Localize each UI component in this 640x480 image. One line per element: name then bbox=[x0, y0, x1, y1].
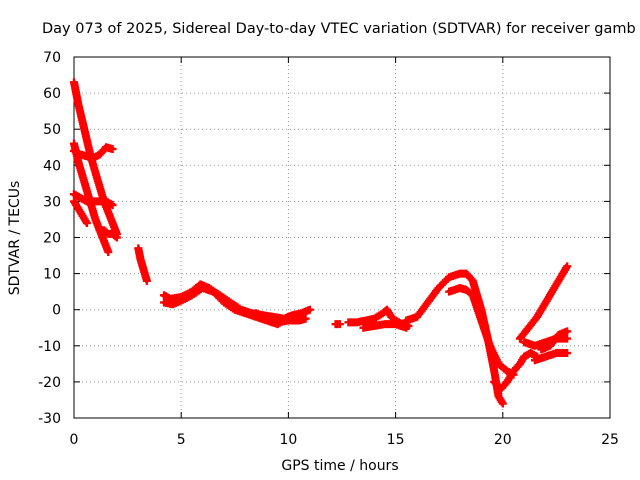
data-point bbox=[402, 323, 411, 332]
data-point bbox=[82, 219, 91, 228]
x-tick-label: 20 bbox=[494, 432, 512, 448]
data-point bbox=[563, 262, 572, 271]
data-point bbox=[108, 201, 117, 210]
series-trace-10 bbox=[252, 309, 310, 327]
series-trace-18 bbox=[515, 262, 572, 343]
data-point bbox=[112, 233, 121, 242]
x-ticks: 0 5 10 15 20 25 bbox=[70, 57, 619, 448]
y-tick-label: 70 bbox=[43, 50, 61, 66]
series-trace-11 bbox=[331, 320, 344, 329]
y-tick-label: -30 bbox=[38, 411, 61, 427]
data-point bbox=[563, 349, 572, 358]
series-trace-15 bbox=[445, 284, 518, 379]
data-point bbox=[563, 327, 572, 336]
series-trace-7 bbox=[134, 244, 151, 285]
grid bbox=[74, 57, 610, 418]
chart-title: Day 073 of 2025, Sidereal Day-to-day VTE… bbox=[42, 21, 636, 37]
data-point bbox=[498, 399, 507, 408]
series-trace-4 bbox=[70, 190, 117, 210]
y-tick-label: 60 bbox=[43, 86, 61, 102]
x-tick-label: 25 bbox=[601, 432, 619, 448]
series-trace-21 bbox=[537, 327, 572, 354]
data-point bbox=[104, 247, 113, 256]
y-axis-label: SDTVAR / TECUs bbox=[7, 181, 23, 296]
y-tick-label: 50 bbox=[43, 122, 61, 138]
data-point bbox=[301, 314, 310, 323]
series-trace-13 bbox=[359, 320, 411, 332]
series-trace-6 bbox=[95, 226, 121, 242]
data-point bbox=[335, 320, 344, 329]
x-tick-label: 15 bbox=[387, 432, 405, 448]
x-tick-label: 0 bbox=[70, 432, 79, 448]
x-tick-label: 5 bbox=[177, 432, 186, 448]
data-marks bbox=[70, 78, 572, 408]
y-tick-label: 10 bbox=[43, 267, 61, 283]
data-point bbox=[305, 305, 314, 314]
x-axis-label: GPS time / hours bbox=[281, 458, 398, 474]
series-trace-9 bbox=[160, 284, 304, 329]
y-tick-label: 20 bbox=[43, 231, 61, 247]
series-trace-20 bbox=[530, 349, 572, 365]
data-point bbox=[142, 276, 151, 285]
x-tick-label: 10 bbox=[279, 432, 297, 448]
y-tick-label: 30 bbox=[43, 194, 61, 210]
data-point bbox=[108, 145, 117, 154]
y-ticks: -30 -20 -10 0 10 20 30 40 50 60 70 bbox=[38, 50, 610, 427]
data-point bbox=[563, 334, 572, 343]
series-trace-5 bbox=[70, 197, 91, 228]
y-tick-label: -10 bbox=[38, 339, 61, 355]
y-tick-label: -20 bbox=[38, 375, 61, 391]
y-tick-label: 40 bbox=[43, 158, 61, 174]
data-point-interp bbox=[111, 232, 120, 241]
y-tick-label: 0 bbox=[52, 303, 61, 319]
series-trace-3 bbox=[70, 143, 117, 163]
